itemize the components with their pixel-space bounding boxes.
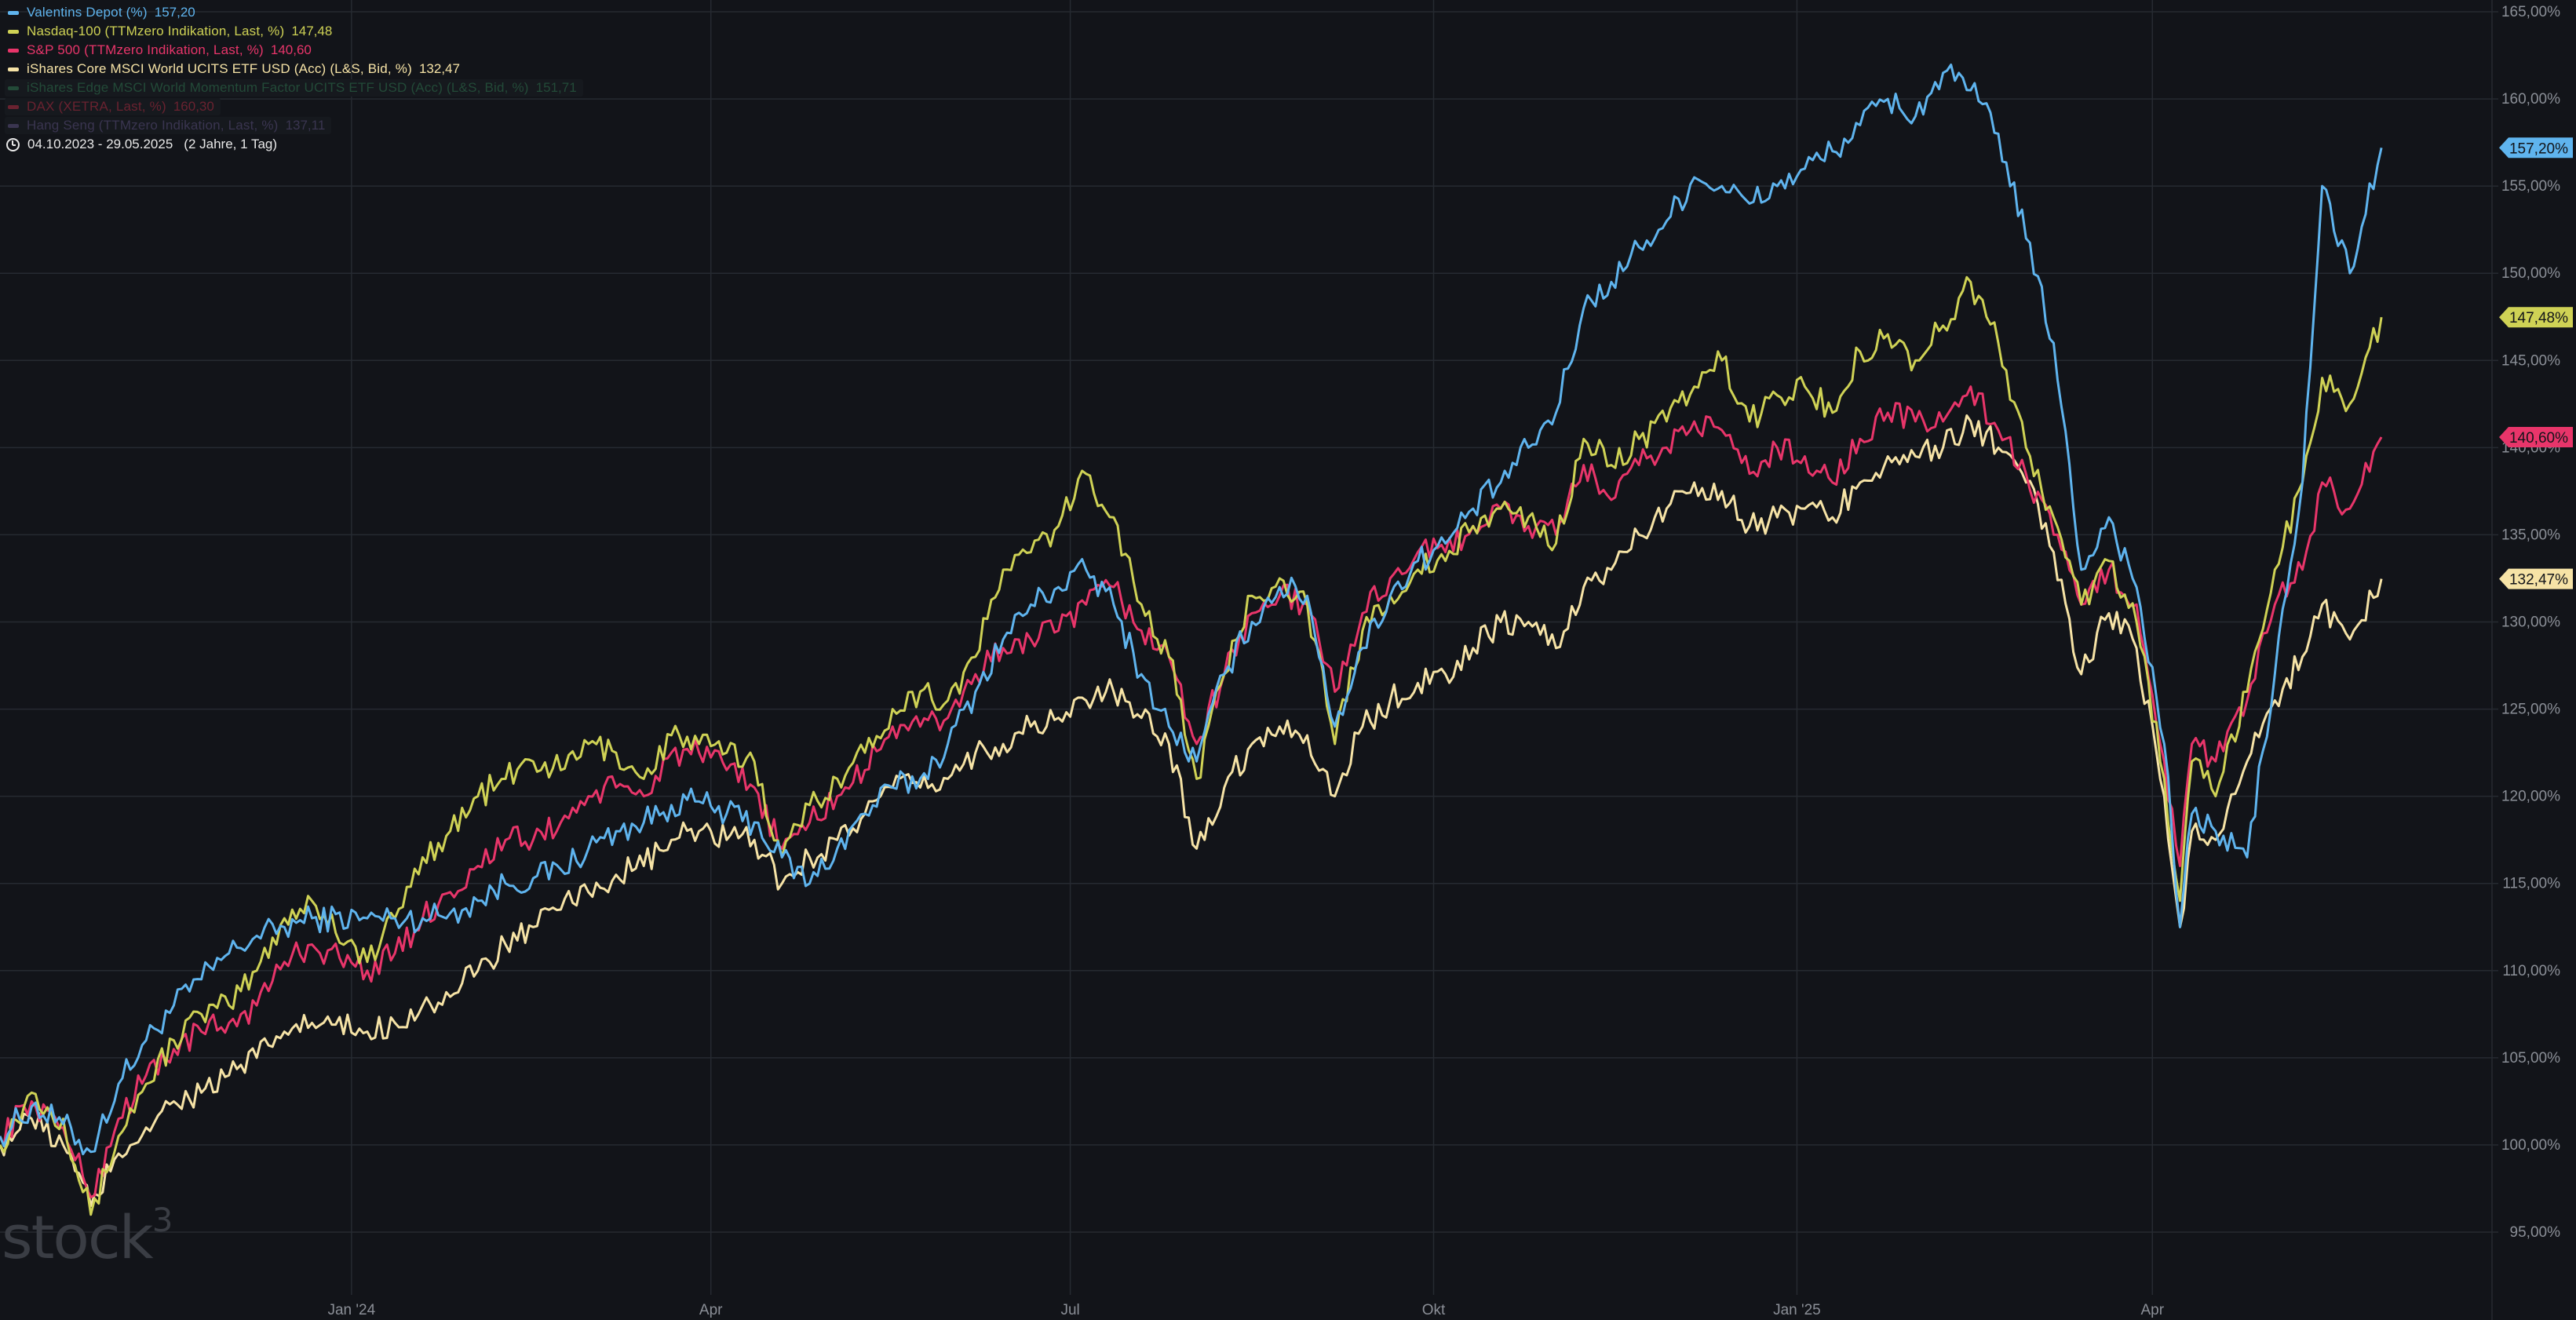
legend-item-box: Valentins Depot (%) 157,20 — [5, 4, 202, 21]
y-tick-label: 130,00% — [2501, 614, 2560, 631]
legend-item[interactable]: Hang Seng (TTMzero Indikation, Last, %) 1… — [5, 116, 583, 135]
last-value-tag — [2499, 427, 2573, 448]
series-line — [0, 385, 2383, 1199]
y-tick-label: 145,00% — [2501, 352, 2560, 369]
legend-swatch — [8, 123, 19, 128]
legend-value: 157,20 — [154, 5, 195, 20]
legend-item[interactable]: Nasdaq-100 (TTMzero Indikation, Last, %)… — [5, 22, 583, 41]
last-value-tag — [2499, 307, 2573, 328]
series-line — [0, 414, 2383, 1208]
legend-label: Nasdaq-100 (TTMzero Indikation, Last, %) — [27, 24, 285, 38]
last-value-tag — [2499, 137, 2573, 159]
stock3-logo: stock3 — [2, 1201, 173, 1272]
legend-item[interactable]: iShares Edge MSCI World Momentum Factor … — [5, 78, 583, 97]
legend-swatch — [8, 67, 19, 71]
y-tick-label: 115,00% — [2502, 876, 2560, 892]
y-tick-label: 110,00% — [2502, 963, 2560, 979]
clock-icon — [6, 137, 20, 151]
last-value-label: 140,60% — [2499, 427, 2573, 448]
series-lines — [0, 64, 2383, 1216]
date-range[interactable]: 04.10.2023 - 29.05.2025 (2 Jahre, 1 Tag) — [5, 135, 583, 154]
legend-item-box: iShares Core MSCI World UCITS ETF USD (A… — [5, 60, 466, 78]
legend-swatch — [8, 10, 19, 15]
x-tick-label: Apr — [699, 1302, 723, 1318]
last-value-text: 157,20% — [2509, 140, 2568, 157]
date-range-duration: (2 Jahre, 1 Tag) — [184, 137, 278, 151]
legend-value: 151,71 — [535, 80, 577, 95]
legend-label: Hang Seng (TTMzero Indikation, Last, %) — [27, 118, 279, 133]
series-line — [0, 275, 2383, 1216]
y-tick-label: 165,00% — [2501, 4, 2560, 20]
y-tick-label: 160,00% — [2501, 91, 2560, 108]
legend-label: iShares Edge MSCI World Momentum Factor … — [27, 80, 529, 95]
legend-swatch — [8, 86, 19, 90]
last-value-label: 157,20% — [2499, 137, 2573, 159]
legend-swatch — [8, 48, 19, 53]
y-tick-label: 105,00% — [2501, 1050, 2560, 1067]
last-value-label: 147,48% — [2499, 307, 2573, 328]
legend-swatch — [8, 29, 19, 34]
last-value-text: 132,47% — [2509, 572, 2568, 589]
logo-text: stock — [2, 1202, 154, 1272]
y-axis: 95,00% 100,00% 105,00% 110,00% 115,00% 120,00… — [2492, 4, 2560, 1241]
x-tick-label: Jan '24 — [327, 1302, 375, 1318]
legend-item[interactable]: Valentins Depot (%) 157,20 — [5, 3, 583, 22]
y-tick-label: 135,00% — [2501, 527, 2560, 543]
legend-item[interactable]: iShares Core MSCI World UCITS ETF USD (A… — [5, 60, 583, 78]
legend-label: Valentins Depot (%) — [27, 5, 148, 20]
last-value-labels: 157,20% 147,48% 140,60% 132,47% — [2499, 137, 2573, 589]
y-tick-label: 95,00% — [2510, 1224, 2561, 1241]
last-value-text: 147,48% — [2509, 310, 2568, 326]
legend-item[interactable]: DAX (XETRA, Last, %) 160,30 — [5, 97, 583, 116]
legend-item-box: DAX (XETRA, Last, %) 160,30 — [5, 98, 221, 115]
legend-item-box: S&P 500 (TTMzero Indikation, Last, %) 140… — [5, 42, 318, 59]
legend-label: DAX (XETRA, Last, %) — [27, 99, 166, 114]
x-tick-label: Jan '25 — [1773, 1302, 1821, 1318]
y-tick-label: 155,00% — [2501, 178, 2560, 195]
legend-item-box: Hang Seng (TTMzero Indikation, Last, %) 1… — [5, 117, 332, 134]
last-value-tag — [2499, 568, 2573, 589]
series-line — [0, 64, 2383, 1156]
legend-label: S&P 500 (TTMzero Indikation, Last, %) — [27, 42, 264, 57]
legend: Valentins Depot (%) 157,20 Nasdaq-100 (TTM… — [5, 3, 583, 154]
last-value-label: 132,47% — [2499, 568, 2573, 589]
last-value-text: 140,60% — [2509, 430, 2568, 447]
y-tick-label: 120,00% — [2501, 789, 2560, 805]
y-tick-label: 150,00% — [2501, 265, 2560, 282]
x-tick-label: Apr — [2140, 1302, 2164, 1318]
legend-swatch — [8, 104, 19, 109]
y-tick-label: 100,00% — [2501, 1137, 2560, 1154]
legend-value: 140,60 — [270, 42, 312, 57]
y-tick-label: 125,00% — [2501, 702, 2560, 718]
date-range-text: 04.10.2023 - 29.05.2025 — [27, 137, 173, 151]
legend-label: iShares Core MSCI World UCITS ETF USD (A… — [27, 61, 412, 76]
legend-value: 147,48 — [291, 24, 333, 38]
legend-value: 160,30 — [173, 99, 214, 114]
legend-value: 132,47 — [418, 61, 460, 76]
logo-superscript: 3 — [151, 1201, 173, 1239]
legend-item[interactable]: S&P 500 (TTMzero Indikation, Last, %) 140… — [5, 41, 583, 60]
x-tick-label: Jul — [1060, 1302, 1079, 1318]
legend-item-box: Nasdaq-100 (TTMzero Indikation, Last, %)… — [5, 23, 338, 40]
grid-lines — [0, 0, 2493, 1320]
legend-value: 137,11 — [285, 118, 326, 133]
x-axis: Jan '24 Apr Jul Okt Jan '25 Apr — [327, 1302, 2164, 1318]
legend-item-box: iShares Edge MSCI World Momentum Factor … — [5, 79, 583, 97]
x-tick-label: Okt — [1422, 1302, 1446, 1318]
